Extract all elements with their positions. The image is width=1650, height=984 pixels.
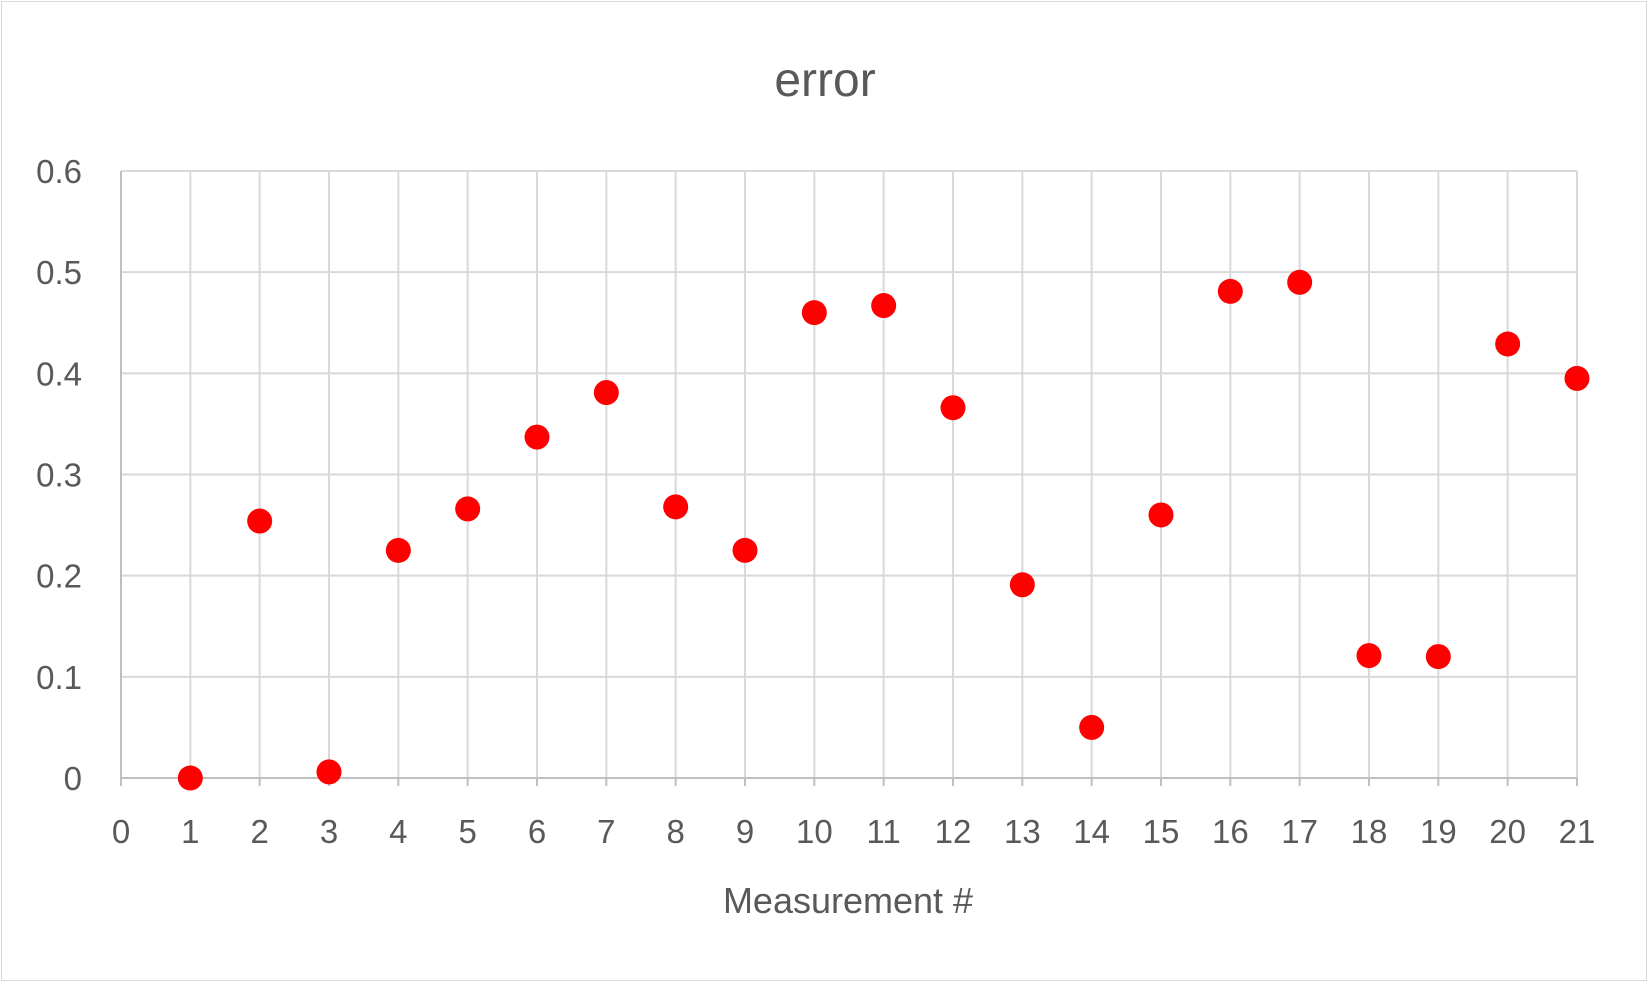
data-points xyxy=(177,269,1590,791)
x-tick-label-12: 12 xyxy=(935,813,972,850)
axes xyxy=(120,171,1578,786)
data-point-11 xyxy=(871,293,897,319)
gridlines xyxy=(121,170,1578,778)
x-tick-label-1: 1 xyxy=(181,813,199,850)
x-tick-label-19: 19 xyxy=(1420,813,1457,850)
x-tick-label-21: 21 xyxy=(1559,813,1596,850)
chart-title: error xyxy=(774,54,875,107)
y-tick-label-4: 0.4 xyxy=(36,355,82,392)
data-point-5 xyxy=(455,496,481,522)
y-tick-label-2: 0.2 xyxy=(36,558,82,595)
data-point-8 xyxy=(663,494,689,520)
data-point-2 xyxy=(247,508,273,534)
x-tick-label-2: 2 xyxy=(250,813,268,850)
x-tick-label-9: 9 xyxy=(736,813,754,850)
x-tick-label-7: 7 xyxy=(597,813,615,850)
data-point-17 xyxy=(1287,269,1313,295)
x-tick-label-13: 13 xyxy=(1004,813,1041,850)
data-point-21 xyxy=(1564,365,1590,391)
x-axis-tick-labels: 0 1 2 3 4 5 6 7 8 9 10 11 12 13 14 15 16 17 18 19 20 21 xyxy=(112,813,1596,850)
y-tick-label-1: 0.1 xyxy=(36,659,82,696)
x-axis-title: Measurement # xyxy=(723,880,973,921)
x-tick-label-14: 14 xyxy=(1073,813,1110,850)
data-point-14 xyxy=(1079,714,1105,740)
y-tick-label-6: 0.6 xyxy=(36,153,82,190)
data-point-16 xyxy=(1217,278,1243,304)
x-tick-label-18: 18 xyxy=(1351,813,1388,850)
y-tick-label-0: 0 xyxy=(64,760,82,797)
x-tick-label-20: 20 xyxy=(1489,813,1526,850)
data-point-9 xyxy=(732,537,758,563)
y-tick-label-5: 0.5 xyxy=(36,254,82,291)
x-tick-label-17: 17 xyxy=(1281,813,1318,850)
data-point-6 xyxy=(524,424,550,450)
x-tick-label-3: 3 xyxy=(320,813,338,850)
data-point-10 xyxy=(801,300,827,326)
data-point-3 xyxy=(316,759,342,785)
data-point-4 xyxy=(385,537,411,563)
x-tick-label-8: 8 xyxy=(666,813,684,850)
data-point-19 xyxy=(1425,644,1451,670)
x-tick-label-11: 11 xyxy=(867,813,901,850)
y-axis-tick-labels: 0 0.1 0.2 0.3 0.4 0.5 0.6 xyxy=(36,153,82,797)
x-tick-label-6: 6 xyxy=(528,813,546,850)
data-point-1 xyxy=(177,765,203,791)
data-point-13 xyxy=(1009,572,1035,598)
x-tick-label-0: 0 xyxy=(112,813,130,850)
data-point-18 xyxy=(1356,643,1382,669)
x-tick-label-16: 16 xyxy=(1212,813,1249,850)
x-tick-label-5: 5 xyxy=(458,813,476,850)
data-point-20 xyxy=(1495,331,1521,357)
data-point-7 xyxy=(593,380,619,406)
x-tick-label-10: 10 xyxy=(796,813,833,850)
x-tick-label-4: 4 xyxy=(389,813,407,850)
x-tick-label-15: 15 xyxy=(1143,813,1180,850)
data-point-12 xyxy=(940,395,966,421)
y-tick-label-3: 0.3 xyxy=(36,457,82,494)
data-point-15 xyxy=(1148,502,1174,528)
